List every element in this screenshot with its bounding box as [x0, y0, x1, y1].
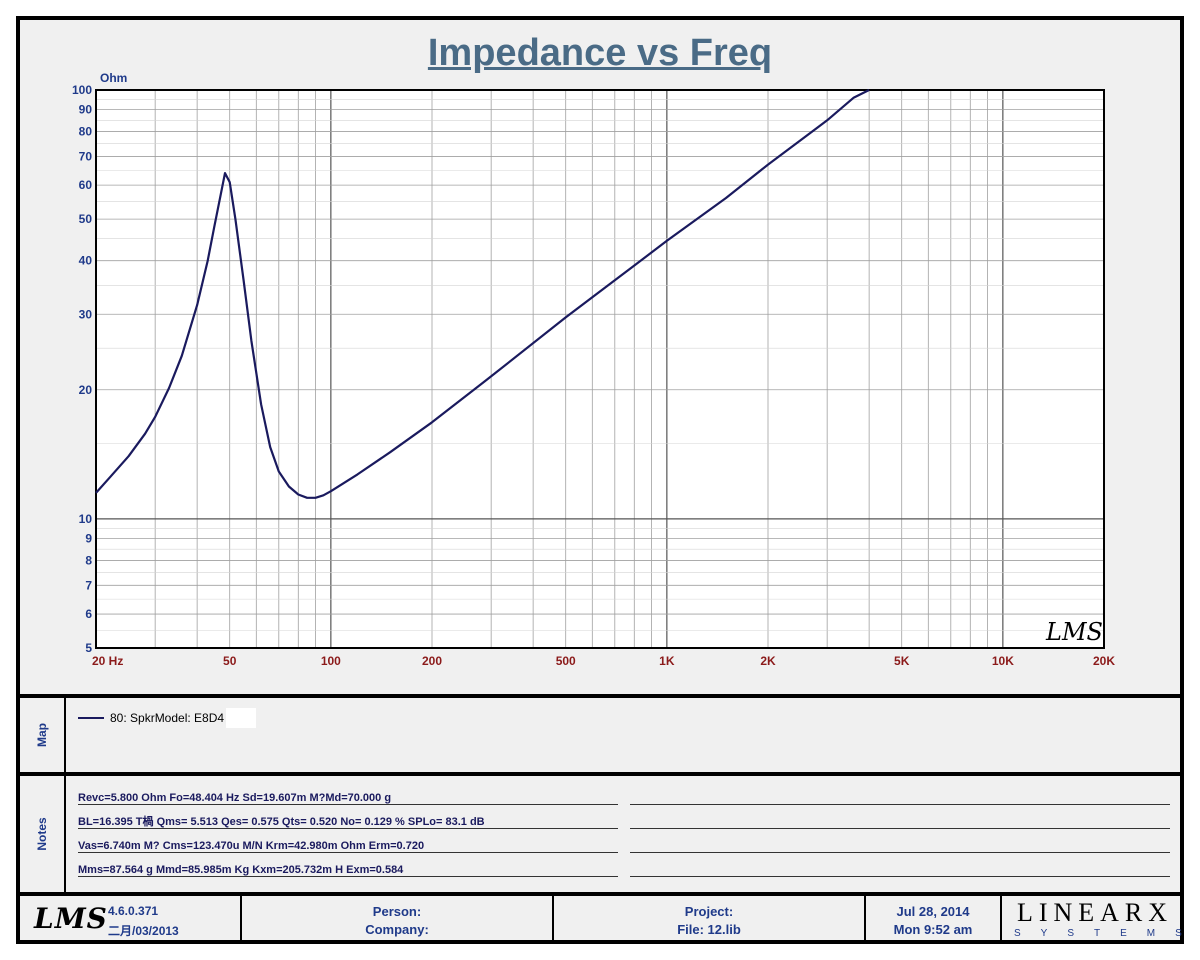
- y-tick-label: 60: [79, 178, 93, 192]
- project-label: Project:: [684, 904, 734, 919]
- y-tick-label: 100: [72, 83, 92, 97]
- x-tick-label: 5K: [894, 654, 910, 668]
- note-row: Revc=5.800 Ohm Fo=48.404 Hz Sd=19.607m M…: [78, 784, 618, 805]
- footer: LMS 4.6.0.371 二月/03/2013 Person: Company…: [20, 896, 1200, 944]
- y-tick-label: 5: [85, 641, 92, 655]
- chart-title: Impedance vs Freq: [427, 32, 773, 74]
- y-tick-label: 30: [79, 307, 93, 321]
- separator: [20, 694, 1180, 698]
- version-text: 4.6.0.371: [108, 904, 159, 918]
- x-tick-label: 200: [422, 654, 442, 668]
- y-tick-label: 70: [79, 149, 93, 163]
- linearx-brand: LINEARX: [1016, 898, 1174, 927]
- legend-entry-label: 80: SpkrModel: E8D4: [110, 711, 225, 725]
- legend-entry[interactable]: 80: SpkrModel: E8D4: [78, 708, 257, 728]
- separator: [20, 772, 1180, 776]
- impedance-curve: [95, 89, 870, 499]
- plot-border: [95, 89, 1105, 649]
- map-section-label: Map: [20, 698, 66, 772]
- footer-person-cell: Person: Company:: [242, 896, 554, 944]
- notes-section-label: Notes: [20, 776, 66, 892]
- x-tick-label: 1K: [659, 654, 675, 668]
- note-blank-line: [630, 808, 1170, 829]
- lms-logo: LMS: [34, 902, 108, 935]
- plot-area: [96, 90, 1104, 648]
- lms-watermark: LMS: [1045, 618, 1103, 646]
- y-axis-label: Ohm: [100, 71, 127, 85]
- note-blank-line: [630, 856, 1170, 877]
- note-row: Mms=87.564 g Mmd=85.985m Kg Kxm=205.732m…: [78, 856, 618, 877]
- company-label: Company:: [365, 922, 429, 937]
- note-blank-line: [630, 832, 1170, 853]
- y-tick-label: 90: [79, 103, 93, 117]
- y-tick-label: 20: [79, 383, 93, 397]
- chart-panel: Impedance vs Freq Ohm 5 6 7 8 9 10 20 30 40 50 60 70…: [20, 20, 1180, 694]
- x-tick-label: 10K: [992, 654, 1014, 668]
- note-row: BL=16.395 T楇 Qms= 5.513 Qes= 0.575 Qts= …: [78, 808, 618, 829]
- map-section: Map 80: SpkrModel: E8D4: [20, 698, 1180, 772]
- legend-mask: [226, 708, 257, 728]
- linearx-sub: SYSTEMS: [1014, 928, 1200, 939]
- impedance-chart: Ohm 5 6 7 8 9 10 20 30 40 50 60 70 80 90 100 20 Hz 50 100 2…: [72, 71, 1115, 668]
- footer-date-cell: Jul 28, 2014 Mon 9:52 am: [866, 896, 1002, 944]
- y-tick-label: 10: [79, 512, 93, 526]
- y-tick-label: 7: [85, 578, 92, 592]
- time-text: Mon 9:52 am: [893, 922, 973, 937]
- separator: [20, 892, 1180, 896]
- y-tick-label: 9: [85, 532, 92, 546]
- x-tick-label: 2K: [760, 654, 776, 668]
- y-tick-label: 80: [79, 125, 93, 139]
- person-label: Person:: [372, 904, 422, 919]
- y-tick-label: 6: [85, 607, 92, 621]
- x-tick-label: 20 Hz: [92, 654, 123, 668]
- notes-label-text: Notes: [35, 817, 49, 851]
- linearx-logo: LINEARX SYSTEMS: [1010, 896, 1200, 944]
- x-tick-label: 500: [556, 654, 576, 668]
- lms-report-frame: Impedance vs Freq Ohm 5 6 7 8 9 10 20 30 40 50 60 70…: [16, 16, 1184, 944]
- x-tick-label: 100: [321, 654, 341, 668]
- note-row: Vas=6.740m M? Cms=123.470u M/N Krm=42.98…: [78, 832, 618, 853]
- y-tick-label: 40: [79, 254, 93, 268]
- x-tick-label: 20K: [1093, 654, 1115, 668]
- notes-section: Notes Revc=5.800 Ohm Fo=48.404 Hz Sd=19.…: [20, 776, 1180, 892]
- note-blank-line: [630, 784, 1170, 805]
- y-tick-label: 8: [85, 553, 92, 567]
- build-date-text: 二月/03/2013: [108, 924, 179, 938]
- x-tick-label: 50: [223, 654, 237, 668]
- footer-project-cell: Project: File: 12.lib: [554, 896, 866, 944]
- date-text: Jul 28, 2014: [896, 904, 970, 919]
- file-label: File: 12.lib: [677, 922, 741, 937]
- y-tick-label: 50: [79, 212, 93, 226]
- footer-version-cell: LMS 4.6.0.371 二月/03/2013: [20, 896, 242, 944]
- map-label-text: Map: [35, 723, 49, 747]
- legend-line-swatch: [78, 717, 104, 719]
